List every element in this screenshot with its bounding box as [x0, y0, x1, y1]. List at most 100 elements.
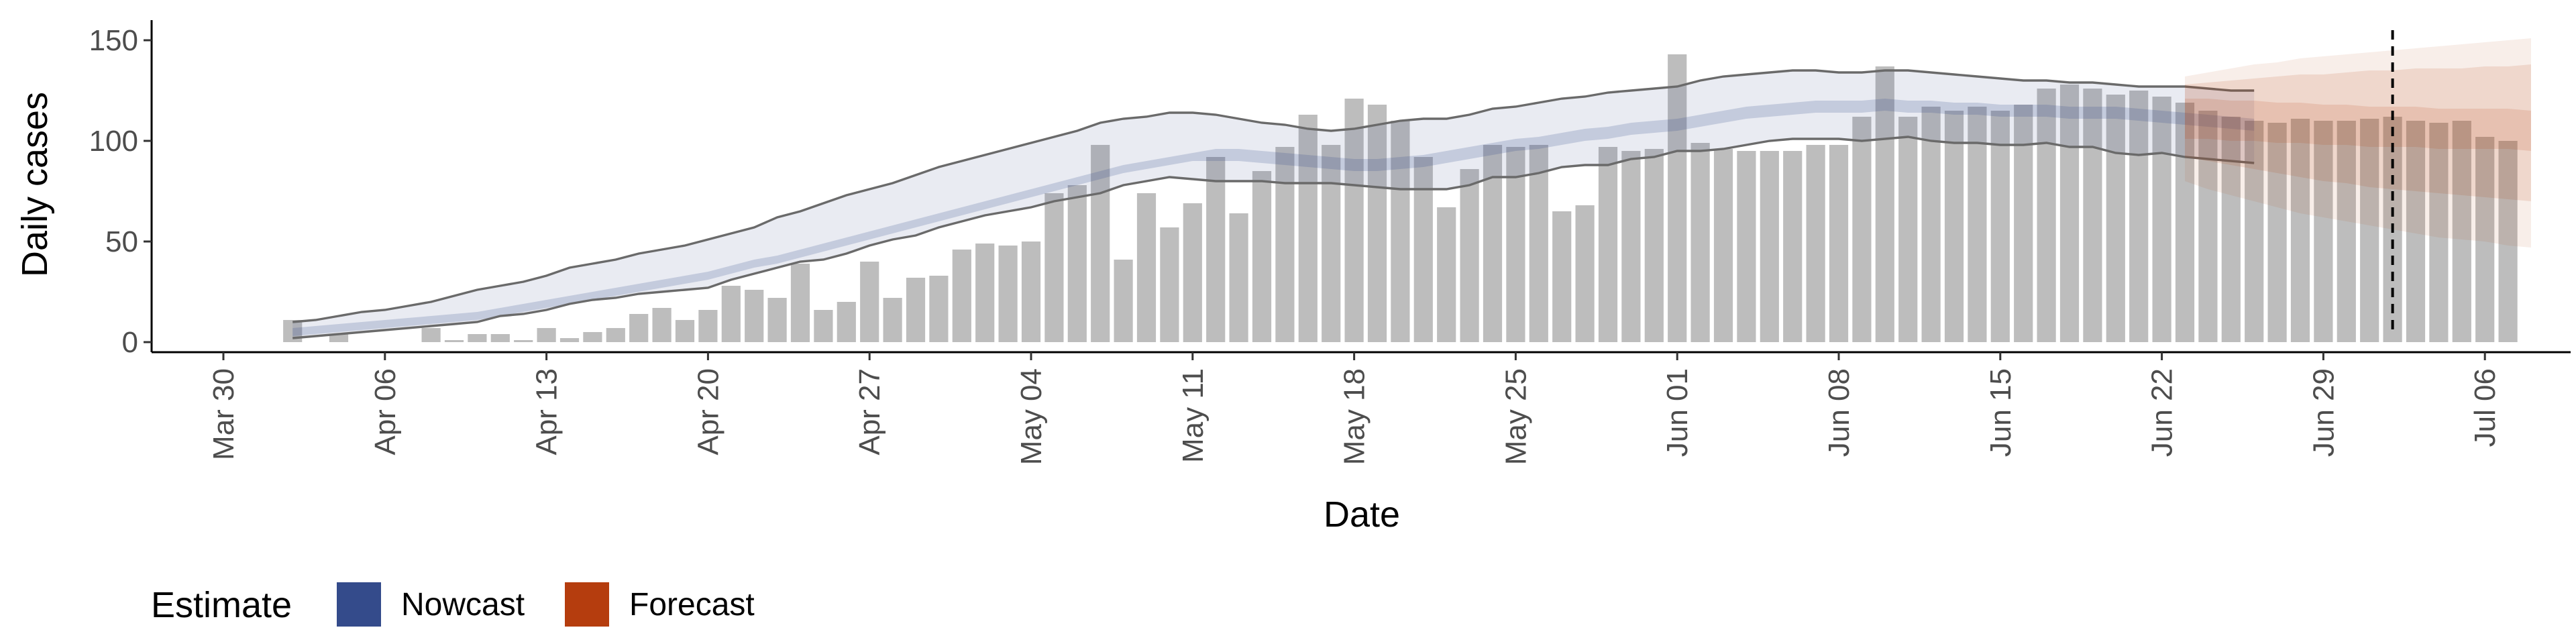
bar [2475, 137, 2495, 342]
bar [860, 262, 879, 342]
bar [468, 334, 487, 342]
bar [1229, 213, 1248, 342]
bar [514, 340, 533, 342]
bar [2245, 121, 2264, 342]
bar [2221, 117, 2241, 342]
bar [767, 298, 787, 342]
bar [1875, 66, 1894, 342]
bar [1990, 111, 2010, 342]
x-tick-label: May 04 [1015, 368, 1048, 465]
nowcast-upper-line [292, 69, 2255, 323]
legend: Estimate Nowcast Forecast [151, 582, 755, 627]
legend-title: Estimate [151, 585, 292, 625]
x-tick-label: May 18 [1338, 368, 1371, 465]
bar [1621, 151, 1641, 342]
bar [814, 310, 833, 342]
bar [1690, 143, 1710, 342]
bar [721, 286, 741, 342]
legend-label-nowcast: Nowcast [401, 587, 525, 623]
bar [1367, 105, 1387, 342]
bar [2152, 97, 2171, 342]
x-axis-label: Date [1324, 494, 1400, 535]
x-tick-label: Jun 15 [1984, 368, 2017, 457]
bar [2406, 121, 2426, 342]
bar [2314, 121, 2333, 342]
x-tick-label: Jun 01 [1661, 368, 1694, 457]
bar [698, 310, 718, 342]
bar [2129, 91, 2149, 342]
x-tick-label: Mar 30 [207, 368, 240, 460]
bar [2037, 89, 2056, 342]
legend-label-forecast: Forecast [629, 587, 755, 623]
bar [2452, 121, 2471, 342]
bar [2175, 103, 2195, 342]
bar [1506, 147, 1525, 342]
nowcast-outer-band [292, 70, 2255, 338]
bar [1044, 193, 1064, 342]
x-tick-label: May 25 [1499, 368, 1532, 465]
bar [583, 332, 602, 342]
bar [1437, 207, 1456, 342]
bar [652, 308, 672, 342]
bar [444, 340, 464, 342]
bar [629, 314, 649, 342]
bar [1968, 107, 1987, 342]
x-tick-label: Apr 20 [692, 368, 724, 455]
bar [1344, 99, 1364, 342]
x-tick-label: May 11 [1177, 368, 1210, 463]
bar [329, 334, 349, 342]
bar [2429, 123, 2449, 342]
bar [559, 338, 580, 342]
bar [1552, 211, 1572, 342]
bar [1598, 147, 1618, 342]
axes: 0 50 100 150 Mar 30 Apr 06 Apr 13 Apr 20 Apr 27 M… [89, 20, 2571, 465]
legend-swatch-nowcast [337, 582, 381, 627]
bar [2198, 111, 2218, 342]
bar [1206, 157, 1226, 342]
bar [837, 302, 856, 342]
bar [1644, 149, 1664, 342]
x-tick-label: Jun 08 [1823, 368, 1856, 457]
x-tick-label: Apr 06 [369, 368, 402, 455]
bar [2360, 119, 2379, 342]
bar [1713, 149, 1733, 342]
bar [1529, 145, 1548, 342]
bar [975, 244, 995, 342]
bar [1160, 227, 1179, 342]
nowcast-inner-band [292, 99, 2255, 336]
bar [1252, 171, 1272, 342]
bar [2290, 119, 2310, 342]
bar [998, 246, 1018, 342]
bar [1114, 260, 1133, 342]
bar [1136, 193, 1157, 342]
bar [421, 328, 441, 342]
bar [1275, 147, 1295, 342]
bar [1737, 151, 1756, 342]
bar [1852, 117, 1872, 342]
bar [2106, 95, 2125, 342]
bar [490, 334, 510, 342]
bar [2267, 123, 2287, 342]
bar [2498, 141, 2518, 342]
bar [1183, 203, 1202, 342]
forecast-median-band [2185, 99, 2531, 151]
bar [745, 290, 764, 342]
bar [1783, 151, 1803, 342]
bar [1021, 241, 1041, 342]
bar [1806, 145, 1825, 342]
bar [2083, 89, 2102, 342]
bar [675, 320, 695, 342]
bars-layer [283, 54, 2518, 342]
bar [1575, 205, 1595, 342]
bar [2059, 85, 2080, 342]
bar [952, 250, 971, 342]
bar [2337, 121, 2356, 342]
y-tick-label: 100 [89, 125, 138, 158]
bar [1460, 169, 1479, 342]
bar [929, 276, 949, 342]
bar [1391, 121, 1410, 342]
bar [883, 298, 902, 342]
bar [1944, 111, 1964, 342]
bar [1829, 145, 1849, 342]
